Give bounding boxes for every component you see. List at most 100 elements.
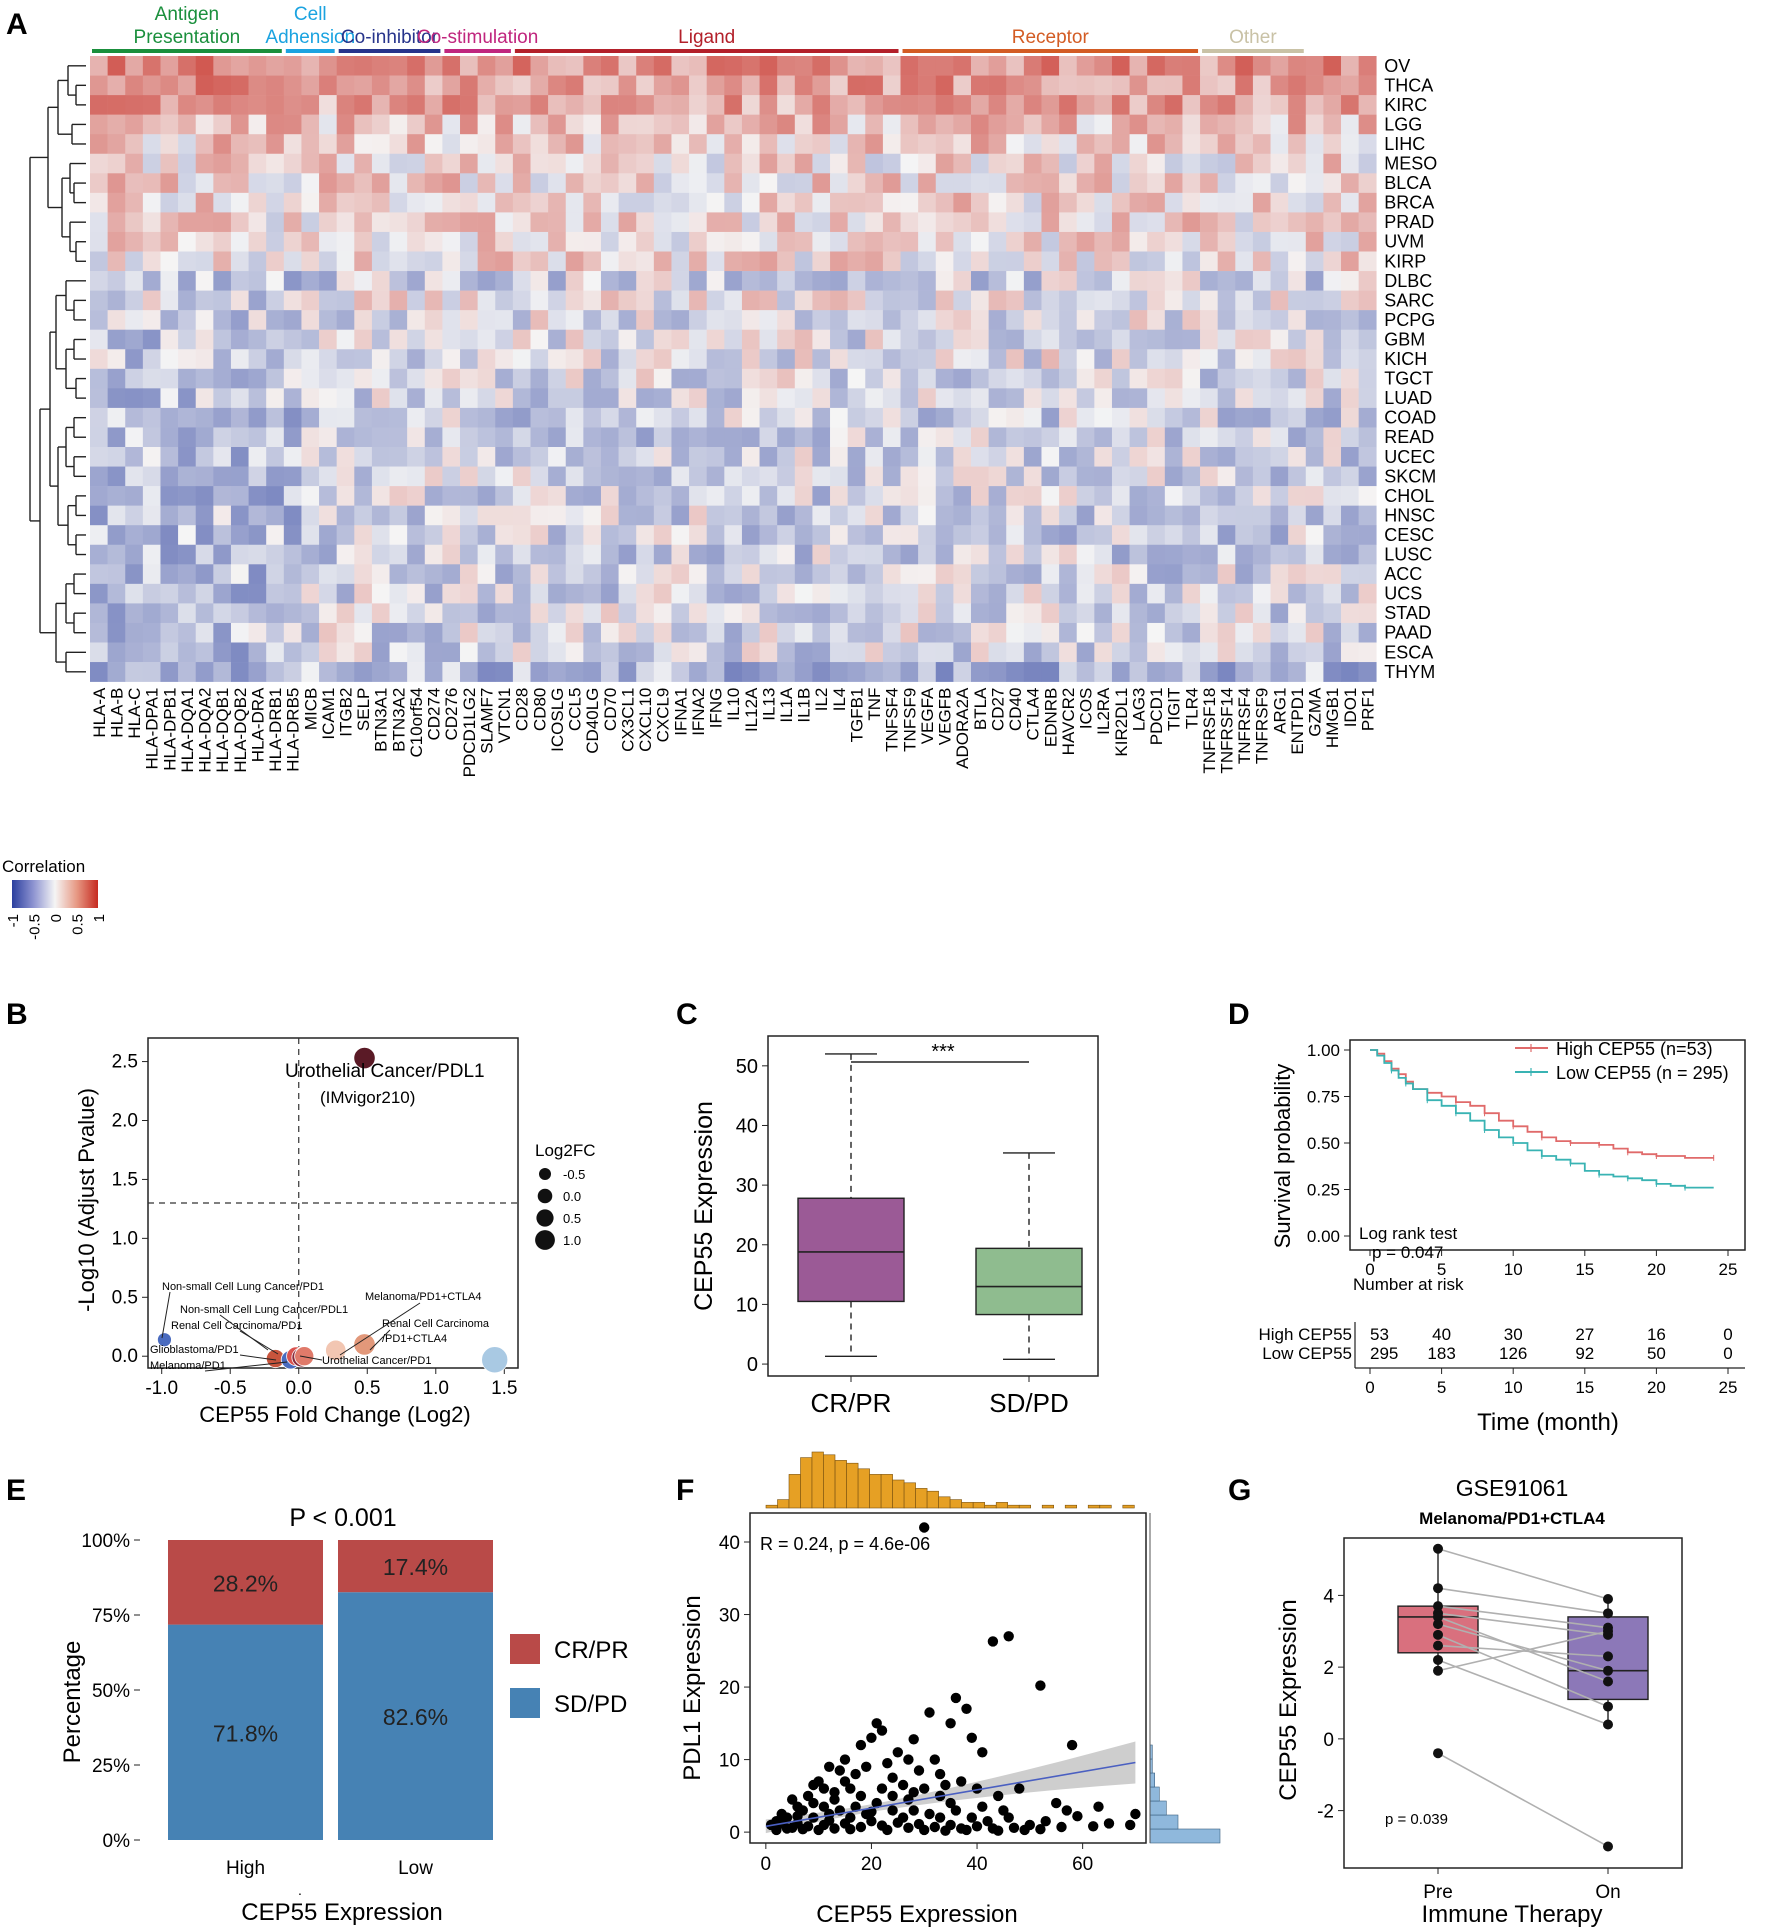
heatmap-cell xyxy=(847,466,866,487)
column-label: HLA-DPB1 xyxy=(160,688,179,771)
data-point xyxy=(919,1824,930,1836)
heatmap-cell xyxy=(882,134,901,155)
heatmap-cell xyxy=(336,231,355,252)
heatmap-cell xyxy=(424,231,443,252)
heatmap-cell xyxy=(653,192,672,213)
heatmap-cell xyxy=(1358,486,1377,506)
heatmap-cell xyxy=(565,505,584,526)
pair-line xyxy=(1437,1752,1609,1848)
heatmap-cell xyxy=(724,95,743,115)
heatmap-cell xyxy=(90,505,108,526)
heatmap-cell xyxy=(671,427,690,448)
heatmap-cell xyxy=(354,388,373,409)
heatmap-cell xyxy=(1252,544,1271,565)
heatmap-cell xyxy=(636,466,655,487)
heatmap-cell xyxy=(600,447,619,467)
heatmap-cell xyxy=(142,329,161,350)
heatmap-cell xyxy=(1270,349,1289,370)
heatmap-cell xyxy=(178,486,197,506)
heatmap-cell xyxy=(1288,290,1307,311)
heatmap-cell xyxy=(865,427,884,448)
heatmap-cell xyxy=(918,642,937,663)
heatmap-row-labels: OVTHCAKIRCLGGLIHCMESOBLCABRCAPRADUVMKIRP… xyxy=(1384,56,1437,682)
heatmap-cell xyxy=(706,505,725,526)
heatmap-cell xyxy=(1076,368,1095,389)
heatmap-cell xyxy=(336,153,355,174)
column-label: HMGB1 xyxy=(1323,688,1342,748)
y-tick-label: 25% xyxy=(92,1756,130,1777)
heatmap-cell xyxy=(953,407,972,428)
heatmap-cell xyxy=(354,642,373,663)
risk-count: 92 xyxy=(1575,1344,1594,1363)
data-point xyxy=(813,1824,824,1836)
heatmap-cell xyxy=(1041,368,1060,389)
heatmap-cell xyxy=(90,583,108,604)
plot-frame xyxy=(1349,1039,1746,1251)
study-point xyxy=(325,1339,347,1361)
heatmap-cell xyxy=(1200,368,1218,389)
heatmap-cell xyxy=(442,114,461,135)
heatmap-cell xyxy=(794,56,813,76)
heatmap-cell xyxy=(389,56,408,76)
top-histogram-bar xyxy=(1122,1504,1135,1509)
heatmap-cell xyxy=(1270,368,1289,389)
heatmap-cell xyxy=(1270,544,1289,565)
heatmap-cell xyxy=(477,466,496,487)
heatmap-cell xyxy=(283,329,302,350)
heatmap-cell xyxy=(195,290,214,311)
heatmap-cell xyxy=(336,173,355,194)
heatmap-cell xyxy=(301,622,320,643)
heatmap-cell xyxy=(971,447,989,467)
heatmap-cell xyxy=(301,212,320,233)
heatmap-cell xyxy=(1252,603,1271,624)
heatmap-cell xyxy=(918,622,937,643)
column-label: TNFRSF9 xyxy=(1253,688,1272,765)
heatmap-cell xyxy=(1059,75,1078,96)
heatmap-cell xyxy=(301,583,320,604)
heatmap-cell xyxy=(442,329,461,350)
heatmap-cell xyxy=(583,564,602,585)
heatmap-cell xyxy=(495,192,514,213)
heatmap-cell xyxy=(90,153,108,174)
heatmap-cell xyxy=(230,329,249,350)
heatmap-cell xyxy=(847,349,866,370)
heatmap-cell xyxy=(1200,603,1218,624)
data-point xyxy=(829,1794,840,1805)
heatmap-cell xyxy=(1323,427,1342,448)
panel-a-heatmap: AntigenPresentationCellAdhensionCo-inhib… xyxy=(2,4,1437,940)
group-label-line1: Cell xyxy=(294,4,327,25)
heatmap-cell xyxy=(230,388,249,409)
heatmap-cell xyxy=(812,75,831,96)
heatmap-cell xyxy=(266,56,285,76)
heatmap-cell xyxy=(512,525,531,546)
right-histogram-bar xyxy=(1149,1786,1160,1802)
heatmap-cell xyxy=(830,368,848,389)
heatmap-cell xyxy=(1270,192,1289,213)
heatmap-cell xyxy=(1023,564,1042,585)
heatmap-cell xyxy=(371,544,390,565)
heatmap-cell xyxy=(653,622,672,643)
heatmap-cell xyxy=(741,114,760,135)
heatmap-cell xyxy=(1305,486,1324,506)
label-leader xyxy=(219,1314,269,1351)
heatmap-cell xyxy=(1006,447,1025,467)
row-label: KIRP xyxy=(1384,251,1426,271)
heatmap-cell xyxy=(759,368,778,389)
heatmap-cell xyxy=(195,544,214,565)
heatmap-cell xyxy=(724,388,743,409)
heatmap-cell xyxy=(107,544,126,565)
heatmap-cell xyxy=(160,642,179,663)
heatmap-cell xyxy=(865,505,884,526)
heatmap-cell xyxy=(248,622,267,643)
data-point xyxy=(908,1805,919,1816)
heatmap-cell xyxy=(160,622,179,643)
heatmap-cell xyxy=(1094,231,1113,252)
heatmap-cell xyxy=(530,114,549,135)
heatmap-cell xyxy=(371,153,390,174)
heatmap-cell xyxy=(407,603,426,624)
heatmap-cell xyxy=(988,505,1007,526)
heatmap-cell xyxy=(371,603,390,624)
heatmap-cell xyxy=(1305,505,1324,526)
heatmap-cell xyxy=(953,564,972,585)
heatmap-cell xyxy=(600,251,619,272)
